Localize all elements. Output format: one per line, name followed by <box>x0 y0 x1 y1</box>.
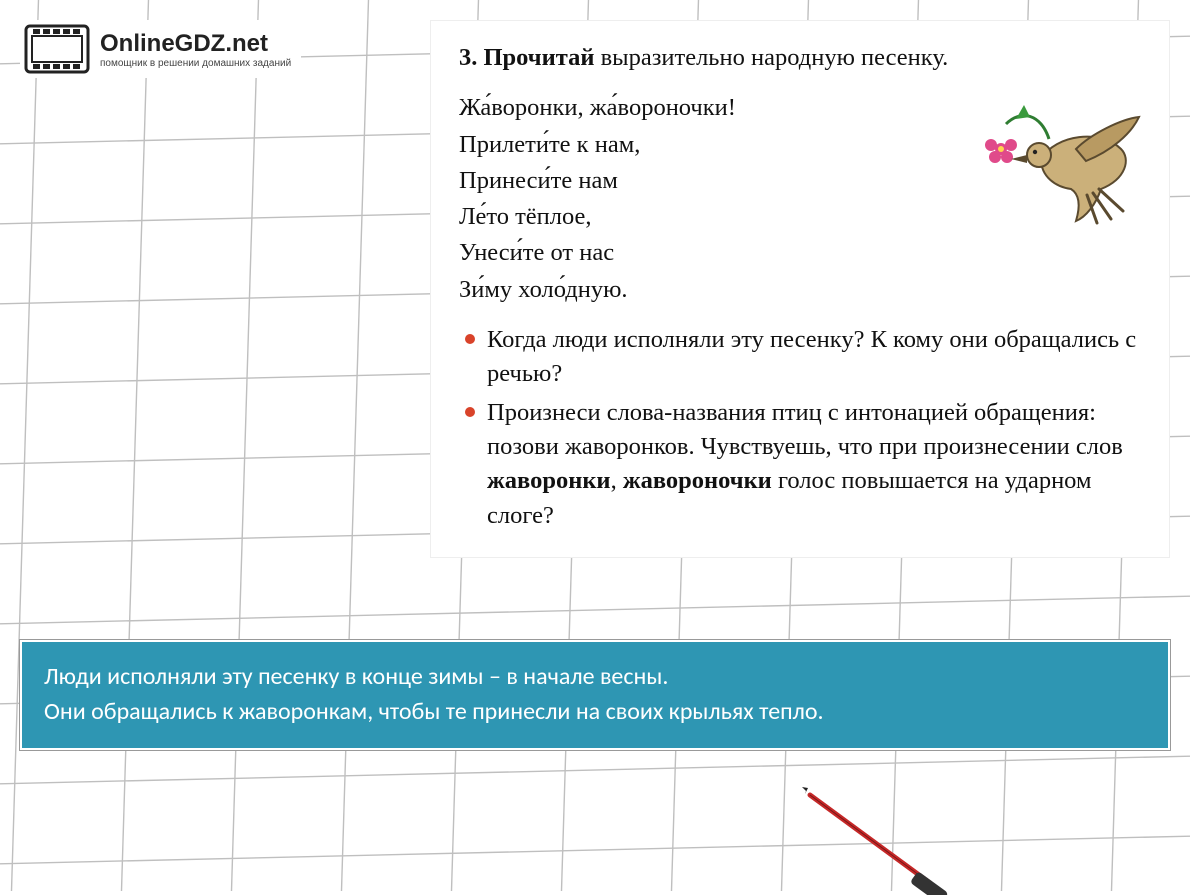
instruction-rest: выразительно народную песенку. <box>594 44 948 71</box>
answer-line: Люди исполняли эту песенку в конце зимы … <box>44 660 1146 695</box>
question-2: Произнеси слова-названия птиц с интонаци… <box>459 396 1141 533</box>
answer-line: Они обращались к жаворонкам, чтобы те пр… <box>44 695 1146 730</box>
exercise-card: 3. Прочитай выразительно народную песенк… <box>430 20 1170 558</box>
bird-icon <box>981 89 1141 239</box>
question-sep: , <box>611 467 623 494</box>
logo-subtitle: помощник в решении домашних заданий <box>100 58 291 69</box>
question-text-a: Произнеси слова-названия птиц с интонаци… <box>487 399 1123 460</box>
question-bold-1: жаворонки <box>487 467 611 494</box>
poem-block: Жа́воронки, жа́вороночки! Прилети́те к н… <box>459 89 969 309</box>
poem-line: Зи́му холо́дную. <box>459 273 969 307</box>
exercise-number: 3. <box>459 44 477 71</box>
poem-line: Унеси́те от нас <box>459 236 969 270</box>
question-bold-2: жавороночки <box>623 467 772 494</box>
bullet-icon <box>465 334 475 344</box>
poem-line: Прилети́те к нам, <box>459 128 969 162</box>
site-logo: OnlineGDZ.net помощник в решении домашни… <box>20 20 301 78</box>
question-1: Когда люди исполняли эту песенку? К кому… <box>459 323 1141 392</box>
logo-title: OnlineGDZ.net <box>100 30 291 58</box>
bullet-icon <box>465 407 475 417</box>
poem-line: Принеси́те нам <box>459 164 969 198</box>
exercise-heading: 3. Прочитай выразительно народную песенк… <box>459 41 1141 75</box>
poem-line: Ле́то тёплое, <box>459 200 969 234</box>
question-text: Когда люди исполняли эту песенку? К кому… <box>487 326 1136 387</box>
pen-pointer-icon <box>800 785 960 895</box>
answer-banner: Люди исполняли эту песенку в конце зимы … <box>20 640 1170 750</box>
film-icon <box>24 24 90 74</box>
poem-line: Жа́воронки, жа́вороночки! <box>459 91 969 125</box>
instruction-bold: Прочитай <box>484 44 595 71</box>
